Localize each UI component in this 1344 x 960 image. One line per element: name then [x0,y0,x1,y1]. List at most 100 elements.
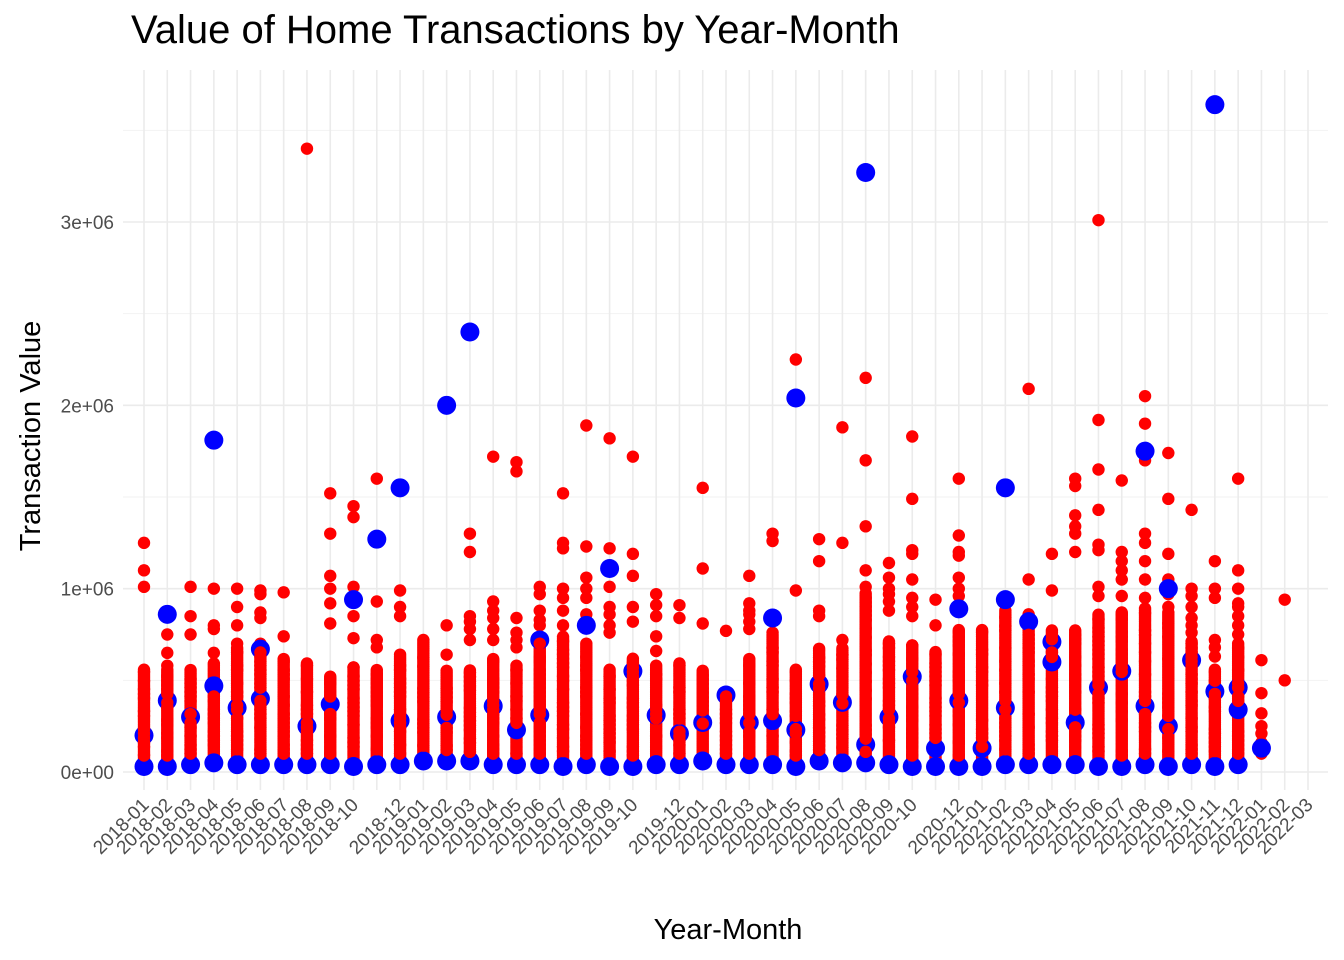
red-point [766,655,779,668]
red-point [673,747,686,760]
red-point [626,692,640,705]
red-point [556,619,570,632]
red-point [230,712,244,725]
red-point [230,677,244,690]
red-point [1115,744,1128,758]
axis-layer: 0e+001e+062e+063e+062018-012018-022018-0… [61,213,1318,859]
red-point [882,595,896,608]
blue-point [506,755,526,775]
red-point [1162,722,1175,736]
red-point [952,665,965,679]
red-point [673,598,686,612]
red-point [906,600,919,614]
red-point [533,637,546,650]
red-point [1138,624,1152,637]
red-point [137,683,151,696]
red-point [1022,685,1035,699]
red-point [906,749,919,762]
blue-point [297,755,317,775]
red-point [626,600,640,614]
blue-point [157,757,177,776]
blue-point [181,755,201,775]
red-point [580,582,593,595]
red-point [1208,582,1222,595]
red-point [370,472,383,485]
red-point [1138,389,1152,403]
blue-point [227,755,247,775]
red-point [952,696,965,709]
red-point [1231,725,1245,738]
red-point [463,732,477,745]
red-point [929,692,942,705]
red-point [1231,600,1245,614]
red-point [184,580,197,594]
red-point [277,663,290,677]
red-point [626,547,640,561]
red-point [533,663,546,677]
red-point [696,562,709,575]
red-point [906,573,919,586]
red-point [929,648,942,661]
red-point [254,694,267,708]
red-point [510,677,523,690]
blue-point [949,757,969,776]
blue-point [995,755,1015,775]
red-point [1069,527,1082,540]
blue-point [1135,441,1155,461]
red-point [789,584,803,597]
red-point [184,672,197,686]
red-point [1115,474,1128,487]
red-point [929,656,942,670]
red-point [324,747,337,760]
red-point [952,687,965,701]
red-point [649,668,663,681]
red-point [906,492,919,506]
red-point [859,622,872,635]
red-point [1022,738,1035,752]
blue-point [437,751,457,771]
red-point [580,721,593,734]
y-tick-label: 0e+00 [61,763,114,784]
chart-title: Value of Home Transactions by Year-Month [131,8,900,52]
red-point [999,611,1012,624]
red-point [1045,725,1059,738]
blue-point [786,388,806,408]
red-point [906,639,919,652]
red-point [1069,479,1082,493]
red-point [230,646,244,659]
red-point [673,659,686,672]
blue-point [972,757,992,776]
red-point [743,716,756,730]
red-point [859,745,872,759]
blue-point [344,590,364,610]
red-point [836,688,849,701]
blue-point [250,755,270,775]
red-point [952,626,965,639]
red-point [1138,655,1152,668]
red-point [673,681,686,694]
red-point [417,633,430,647]
blue-point [763,755,783,775]
red-point [999,619,1012,633]
red-point [370,641,383,654]
red-point [324,569,337,583]
blue-point [1205,757,1225,776]
red-point [347,718,360,731]
red-point [277,630,290,643]
red-point [975,740,989,753]
red-point [324,672,337,686]
red-point [184,738,197,752]
red-point [347,631,360,645]
red-point [1231,641,1245,655]
red-point [254,587,267,601]
red-point [1162,709,1175,723]
blue-point [576,755,596,775]
red-point [836,662,849,675]
red-point [999,685,1012,699]
red-point [300,685,314,699]
red-point [1045,681,1059,694]
red-point [1092,413,1105,427]
blue-point [367,529,387,549]
red-point [766,672,779,686]
red-point [719,725,733,738]
